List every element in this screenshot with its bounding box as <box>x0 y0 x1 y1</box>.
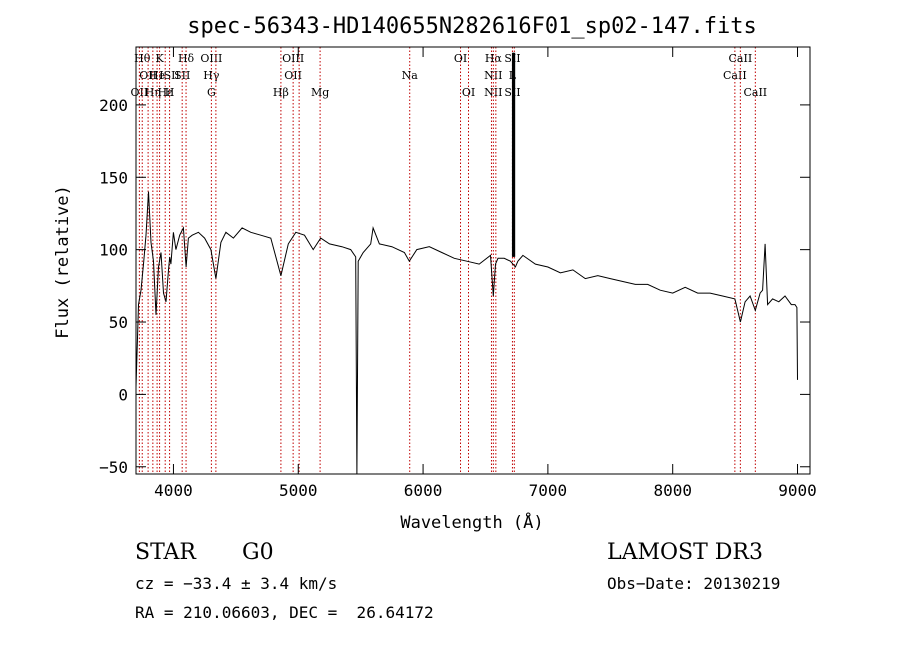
line-label-18-0: OI <box>462 86 475 99</box>
x-tick-label-6000: 6000 <box>404 481 443 500</box>
y-tick-label-150: 150 <box>99 168 128 187</box>
line-label-16-0: Na <box>402 69 419 82</box>
line-label-12-0: Hβ <box>273 86 289 99</box>
survey-name: LAMOST DR3 <box>607 540 763 565</box>
coordinates: RA = 210.06603, DEC = 26.64172 <box>135 603 434 622</box>
line-label-9-0: SII <box>174 69 190 82</box>
line-label-7-1: H <box>165 86 175 99</box>
axes: 4000 5000 6000 7000 8000 9000 −50 0 50 100 150 200 <box>99 46 817 500</box>
y-axis-label: Flux (relative) <box>53 185 73 339</box>
x-tick-label-4000: 4000 <box>154 481 193 500</box>
line-label-10-0: OIII <box>200 52 222 65</box>
y-tick-label-200: 200 <box>99 96 128 115</box>
object-class: STAR <box>135 540 196 565</box>
redshift-value: cz = −33.4 ± 3.4 km/s <box>135 574 338 593</box>
line-label-4-0: He <box>149 69 165 82</box>
x-tick-label-8000: 8000 <box>653 481 692 500</box>
chart-title: spec-56343-HD140655N282616F01_sp02-147.f… <box>187 14 757 39</box>
observation-date: Obs−Date: 20130219 <box>607 574 781 593</box>
y-tick-label-100: 100 <box>99 241 128 260</box>
x-tick-label-7000: 7000 <box>529 481 568 500</box>
plot-area <box>135 52 798 475</box>
line-label-20-0: Hα <box>485 52 503 65</box>
line-label-7-0: ISII <box>159 69 180 82</box>
line-label-0-0: OII <box>131 86 149 99</box>
line-label-26-0: CaII <box>743 86 767 99</box>
line-label-13-1: OII <box>284 69 302 82</box>
line-label-20-1: NII <box>484 69 502 82</box>
line-label-5-0: K <box>155 52 164 65</box>
line-label-1-0: Hθ <box>134 52 151 65</box>
line-label-8-0: Hδ <box>178 52 195 65</box>
spectrum-flux-line <box>135 191 798 475</box>
x-axis-label: Wavelength (Å) <box>400 511 543 533</box>
y-tick-label--50: −50 <box>99 458 128 477</box>
line-label-24-0: CaII <box>723 69 747 82</box>
line-label-20-2: NII <box>484 86 502 99</box>
line-label-10-1: Hγ <box>203 69 220 82</box>
line-label-13-0: OIII <box>282 52 304 65</box>
y-tick-label-50: 50 <box>109 313 128 332</box>
line-label-17-0: OI <box>454 52 467 65</box>
line-label-10-2: G <box>207 86 216 99</box>
y-tick-label-0: 0 <box>118 385 128 404</box>
x-tick-label-9000: 9000 <box>778 481 817 500</box>
plot-frame <box>135 46 811 475</box>
line-label-25-0: CaII <box>729 52 753 65</box>
x-tick-label-5000: 5000 <box>279 481 318 500</box>
spectral-subclass: G0 <box>242 540 274 565</box>
line-label-15-0: Mg <box>311 86 329 99</box>
